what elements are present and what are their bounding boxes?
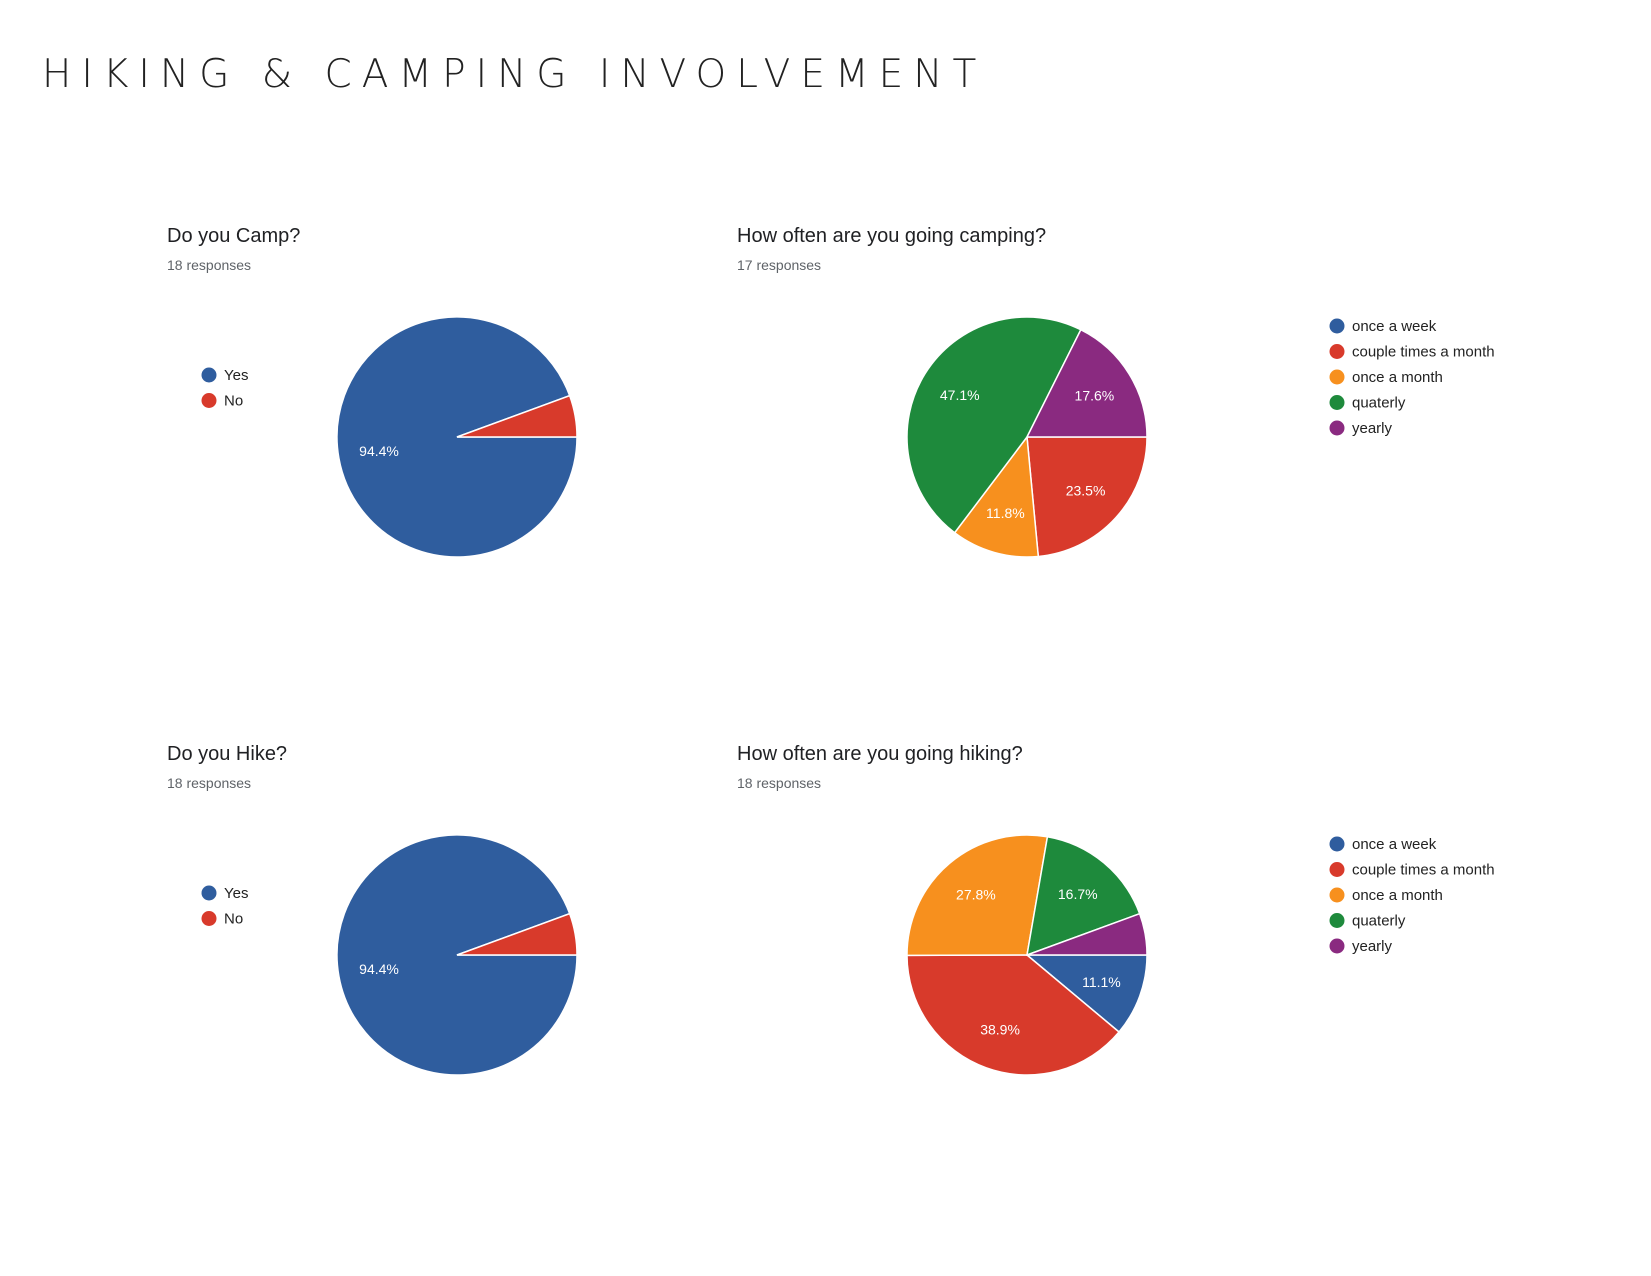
pie-slice-once-a-week: [1024, 954, 1148, 1034]
legend-label-couple-times-a-month: couple times a month: [1352, 862, 1495, 879]
legend-swatch-once-a-week: [1329, 836, 1345, 852]
legend-swatch-yes: [201, 885, 217, 901]
legend-label-no: No: [224, 911, 243, 928]
pie-slice-no: [456, 394, 578, 438]
pie-slice-once-a-month: [953, 435, 1040, 558]
pie-chart-hiking-frequency: 11.1% once a week 38.9% couple times a mont…: [906, 834, 1495, 1076]
chart-subtitle: 17 responses: [737, 257, 822, 273]
pie-slice-no: [456, 912, 578, 956]
pie-label-once-a-month: 11.8%: [986, 505, 1025, 521]
pie-label-yes: 94.4%: [359, 961, 399, 977]
legend-label-once-a-week: once a week: [1352, 836, 1437, 853]
pie-label-once-a-month: 27.8%: [956, 886, 996, 902]
pie-slice-yearly: [1026, 912, 1148, 956]
chart-subtitle: 18 responses: [167, 257, 252, 273]
legend-swatch-yearly: [1329, 938, 1345, 954]
legend-swatch-yes: [201, 367, 217, 383]
pie-slice-yearly: [1025, 328, 1148, 438]
chart-subtitle: 18 responses: [737, 775, 822, 791]
pie-label-yes: 94.4%: [359, 443, 399, 459]
legend-swatch-no: [201, 911, 217, 926]
legend-swatch-once-a-week: [1329, 318, 1345, 334]
pie-label-once-a-week: 11.1%: [1082, 974, 1121, 990]
legend-label-couple-times-a-month: couple times a month: [1352, 344, 1495, 361]
legend-label-quaterly: quaterly: [1352, 913, 1406, 930]
legend-swatch-no: [201, 393, 217, 408]
chart-title: Do you Hike?: [167, 743, 288, 765]
pie-slice-couple-times-a-month: [906, 954, 1121, 1076]
legend-swatch-once-a-month: [1329, 369, 1345, 385]
legend-label-yearly: yearly: [1352, 938, 1393, 955]
legend-swatch-once-a-month: [1329, 887, 1345, 903]
legend-swatch-quaterly: [1329, 913, 1345, 928]
pie-slice-couple-times-a-month: [1026, 436, 1148, 558]
chart-title: How often are you going hiking?: [737, 743, 1023, 765]
legend-swatch-couple-times-a-month: [1329, 862, 1345, 877]
legend-label-yearly: yearly: [1352, 420, 1393, 437]
pie-chart-do-you-camp: 94.4% Yes No: [201, 316, 578, 558]
pie-label-quaterly: 16.7%: [1058, 886, 1098, 902]
legend-label-quaterly: quaterly: [1352, 395, 1406, 412]
legend-swatch-quaterly: [1329, 395, 1345, 410]
legend-label-once-a-month: once a month: [1352, 369, 1443, 386]
pie-label-yearly: 17.6%: [1075, 387, 1115, 403]
legend-label-yes: Yes: [224, 367, 248, 384]
pie-label-quaterly: 47.1%: [940, 387, 980, 403]
pie-chart-do-you-hike: 94.4% Yes No: [201, 834, 578, 1076]
legend-swatch-yearly: [1329, 420, 1345, 436]
pie-slice-once-a-month: [906, 834, 1049, 957]
pie-label-couple-times-a-month: 23.5%: [1066, 482, 1106, 498]
legend-label-yes: Yes: [224, 885, 248, 902]
legend-label-once-a-month: once a month: [1352, 887, 1443, 904]
chart-title: Do you Camp?: [167, 225, 301, 247]
chart-panel-do-you-hike: Do you Hike? 18 responses 94.4% Yes No: [167, 743, 727, 1103]
legend-swatch-couple-times-a-month: [1329, 344, 1345, 359]
pie-slice-quaterly: [1026, 835, 1141, 957]
pie-label-couple-times-a-month: 38.9%: [980, 1021, 1020, 1037]
legend-label-no: No: [224, 393, 243, 410]
pie-chart-camping-frequency: once a week 23.5% couple times a month 11.8…: [906, 316, 1495, 558]
chart-title: How often are you going camping?: [737, 225, 1047, 247]
pie-slice-quaterly: [906, 316, 1082, 534]
chart-subtitle: 18 responses: [167, 775, 252, 791]
chart-panel-hiking-frequency: How often are you going hiking? 18 respo…: [737, 743, 1495, 1103]
legend-label-once-a-week: once a week: [1352, 318, 1437, 335]
chart-panel-camping-frequency: How often are you going camping? 17 resp…: [737, 225, 1495, 585]
page-title: HIKING & CAMPING INVOLVEMENT: [42, 52, 987, 97]
chart-panel-do-you-camp: Do you Camp? 18 responses 94.4% Yes No: [167, 225, 727, 585]
